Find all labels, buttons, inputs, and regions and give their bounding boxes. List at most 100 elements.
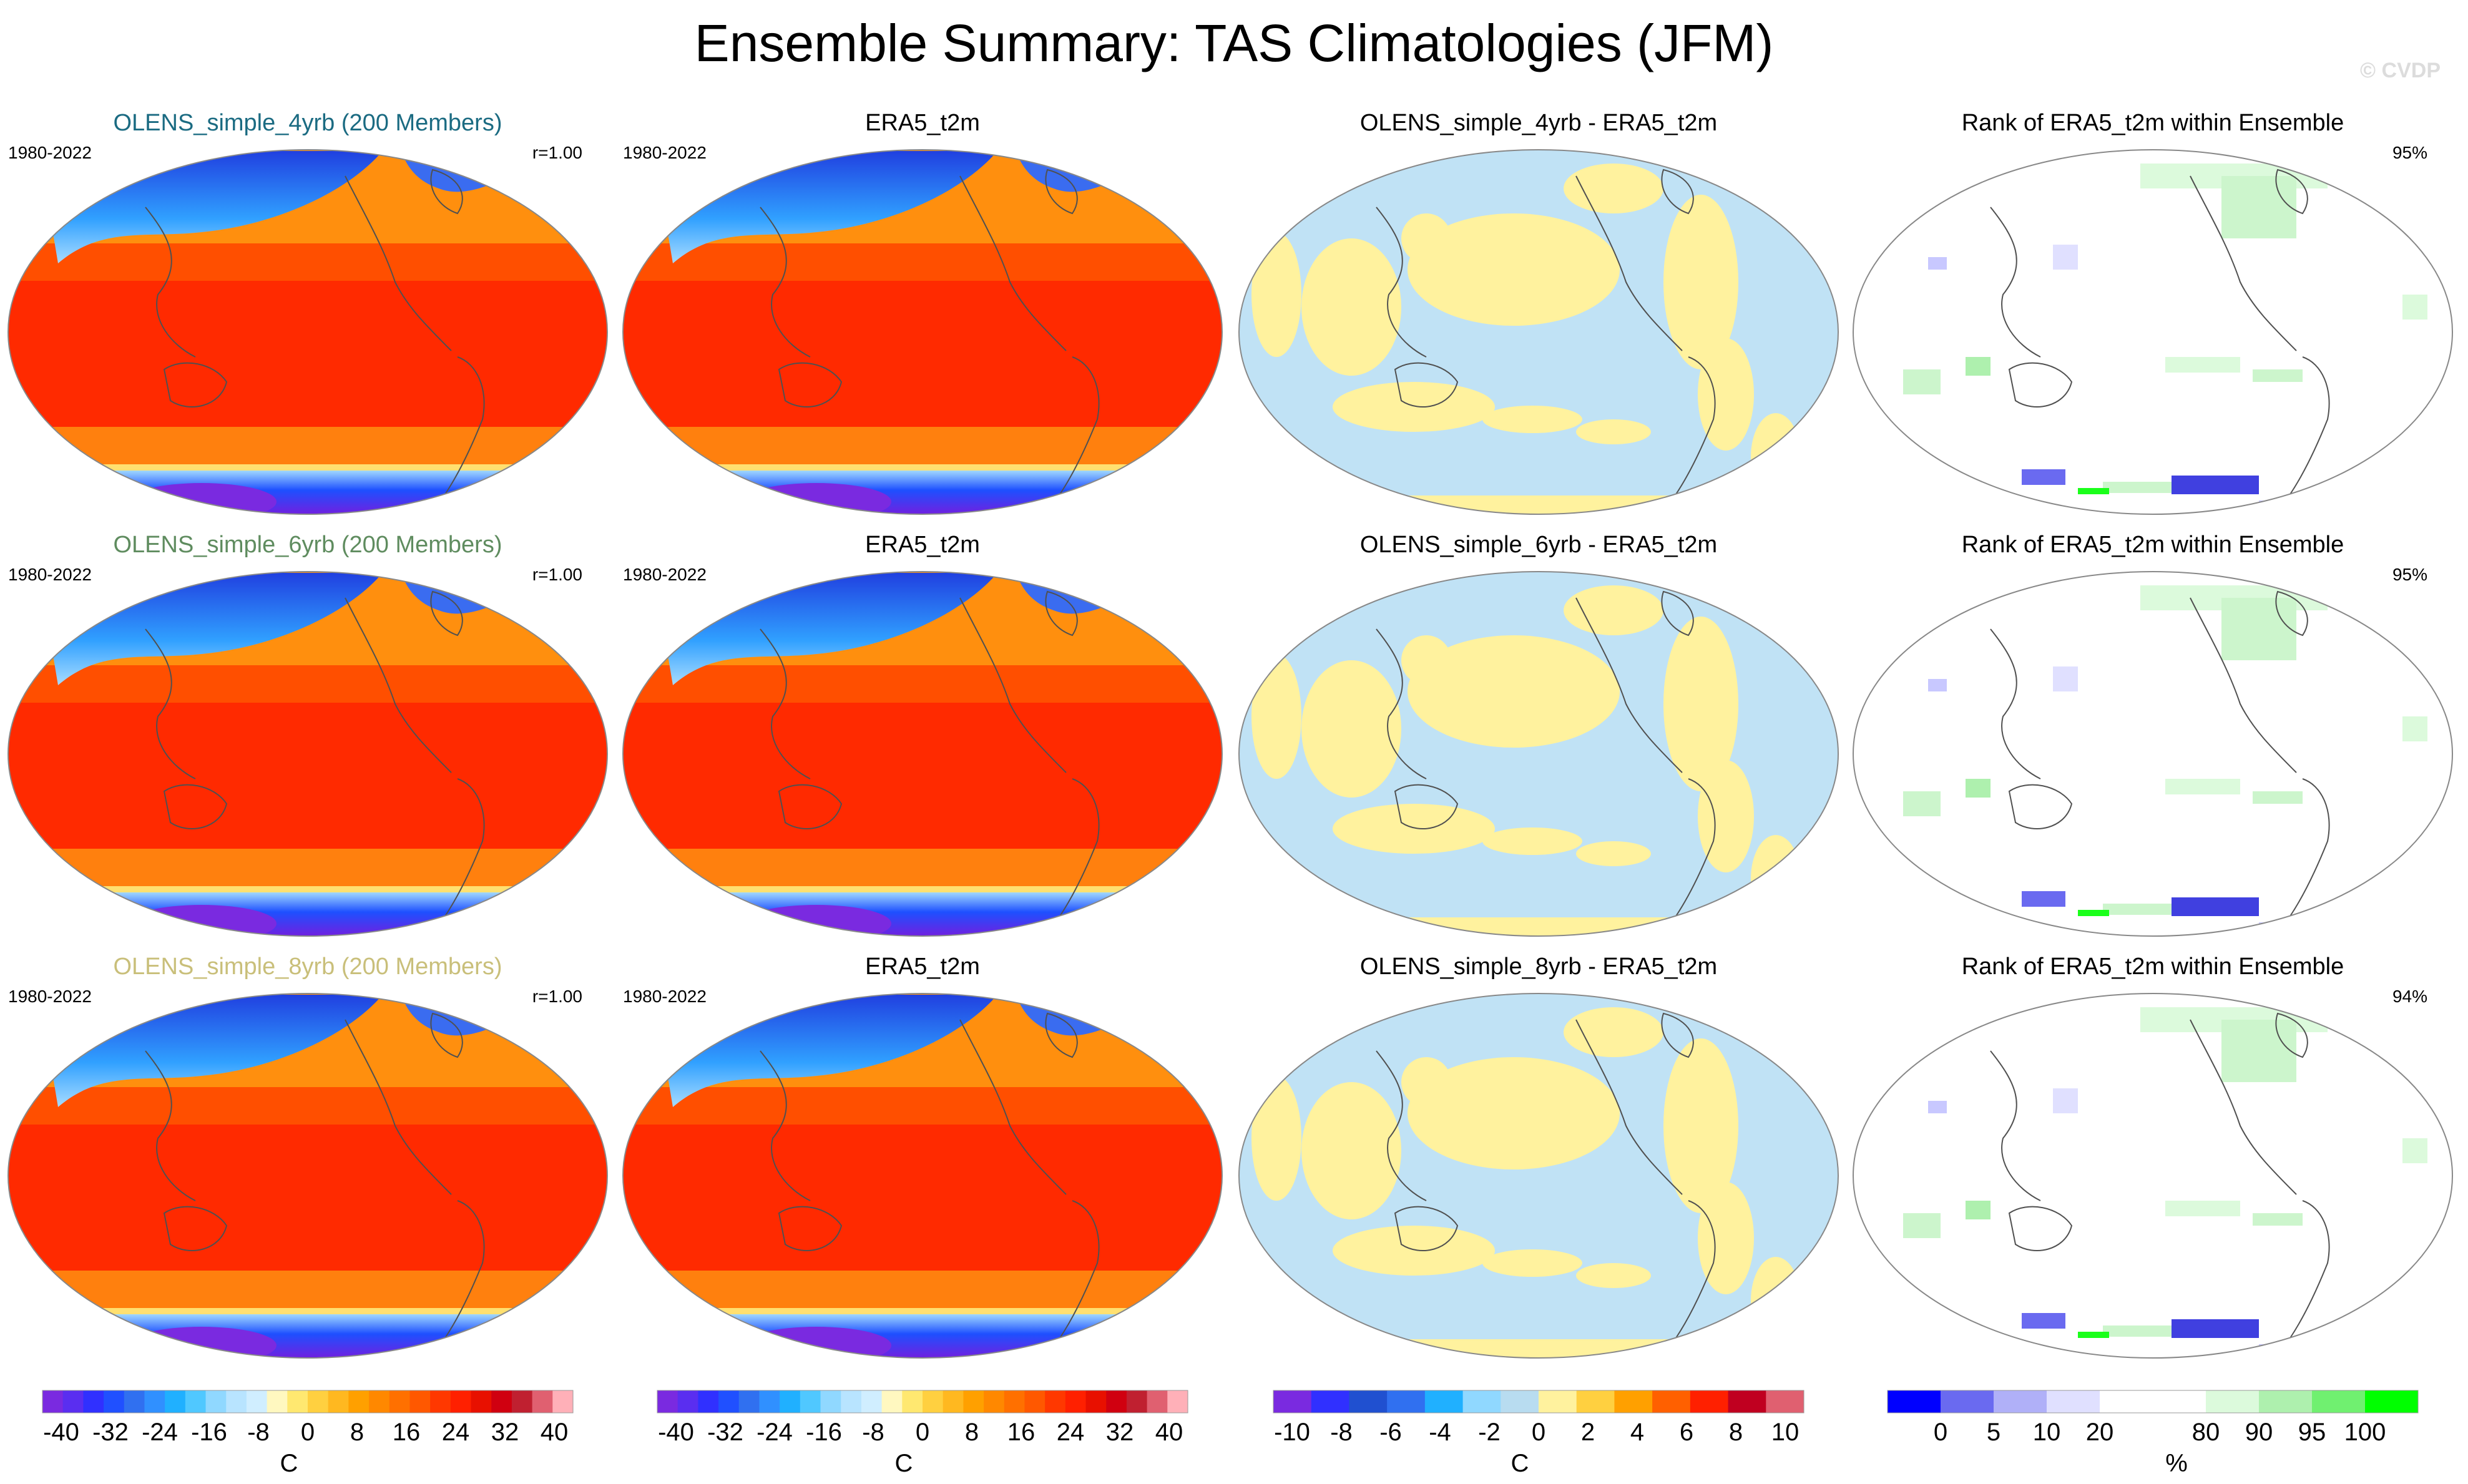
- coastline: [778, 784, 843, 829]
- positive-bias-area: [1482, 406, 1582, 433]
- colorbar-swatch: [511, 1390, 533, 1413]
- colorbar-tick-label: 24: [442, 1418, 470, 1446]
- map-border: [7, 571, 608, 937]
- colorbar-swatch: [923, 1390, 944, 1413]
- rank-patch: [2402, 716, 2427, 741]
- panel-row-3: OLENS_simple_8yrb (200 Members) 1980-2022…: [7, 954, 2453, 1359]
- colorbar-swatch: [389, 1390, 410, 1413]
- colorbar-tick-label: -4: [1429, 1418, 1451, 1446]
- positive-bias-area: [1576, 419, 1651, 444]
- map-border: [7, 993, 608, 1359]
- rank-patch: [2165, 1201, 2240, 1216]
- colorbar-swatch: [780, 1390, 801, 1413]
- colorbar-4: 0 5 10 20 80 90 95 100%: [1887, 1390, 2419, 1477]
- colorbar-tick-label: 2: [1581, 1418, 1595, 1446]
- rank-patch: [2078, 488, 2109, 494]
- coastline: [145, 1050, 196, 1201]
- map-border: [1853, 571, 2453, 937]
- coastline: [2008, 784, 2073, 829]
- colorbar-tick-label: -40: [43, 1418, 79, 1446]
- colorbar-swatch: [698, 1390, 719, 1413]
- coastline: [760, 207, 811, 358]
- colorbar-swatch: [1126, 1390, 1148, 1413]
- coastline: [430, 168, 463, 215]
- rank-patch: [2172, 476, 2259, 494]
- colorbar-swatch: [861, 1390, 883, 1413]
- colorbar-tick-label: 4: [1630, 1418, 1644, 1446]
- colorbar-swatch: [943, 1390, 964, 1413]
- positive-bias-area: [1576, 841, 1651, 866]
- coastline: [1376, 1050, 1427, 1201]
- rank-patch: [2165, 779, 2240, 794]
- positive-bias-area: [1408, 1057, 1620, 1169]
- colorbar-2: -40 -32 -24 -16 -8 0 8 16 24 32 40 C: [657, 1390, 1188, 1477]
- map-border: [622, 993, 1223, 1359]
- coastline: [760, 1050, 811, 1201]
- colorbar-tick-label: 0: [916, 1418, 929, 1446]
- rank-patch: [2053, 245, 2078, 270]
- coastline: [2275, 1012, 2308, 1058]
- rank-percent-label: 94%: [2392, 987, 2427, 1006]
- rank-patch: [2022, 1313, 2065, 1329]
- coastline: [1661, 590, 1694, 637]
- difference-panel-title: OLENS_simple_6yrb - ERA5_t2m: [1360, 532, 1717, 558]
- rank-field: [1853, 150, 2452, 514]
- colorbar-swatch: [165, 1390, 186, 1413]
- coastline: [1575, 175, 1683, 351]
- rank-patch: [2253, 1213, 2303, 1226]
- rank-percent-label: 95%: [2392, 565, 2427, 584]
- colorbar-swatch: [552, 1390, 574, 1413]
- colorbar-tick-label: 10: [1771, 1418, 1800, 1446]
- coastline: [430, 590, 463, 637]
- colorbar-swatch: [1614, 1390, 1653, 1413]
- pattern-correlation-label: r=1.00: [532, 987, 582, 1006]
- colorbar-tick-label: -24: [142, 1418, 178, 1446]
- colorbar-swatch: [1349, 1390, 1388, 1413]
- figure-title: Ensemble Summary: TAS Climatologies (JFM…: [694, 14, 1774, 72]
- colorbar-swatch: [800, 1390, 821, 1413]
- rank-patch: [1928, 257, 1947, 270]
- rank-patch: [2053, 666, 2078, 691]
- rank-patch: [2022, 469, 2065, 485]
- colorbar-swatch: [718, 1390, 740, 1413]
- colorbar-swatch: [185, 1390, 207, 1413]
- rank-patch: [2221, 176, 2296, 238]
- antarctica-cold: [8, 1314, 607, 1358]
- coastline: [345, 1019, 452, 1195]
- coastline: [2275, 168, 2308, 215]
- colorbar-swatch: [1888, 1390, 1941, 1413]
- rank-patch: [1966, 1201, 1991, 1219]
- rank-field: [1853, 993, 2452, 1358]
- colorbar-swatch: [1085, 1390, 1107, 1413]
- rank-patch: [1928, 1101, 1947, 1113]
- coastline: [959, 1019, 1067, 1195]
- coastline: [1575, 1019, 1683, 1195]
- coastline: [1575, 597, 1683, 773]
- model-period-label: 1980-2022: [8, 987, 92, 1006]
- rank-patch: [1966, 357, 1991, 376]
- obs-period-label: 1980-2022: [623, 565, 707, 584]
- positive-bias-area: [1698, 1182, 1754, 1294]
- model-panel-title: OLENS_simple_8yrb (200 Members): [113, 954, 502, 980]
- coastline: [345, 597, 452, 773]
- coastline: [1059, 356, 1100, 495]
- positive-bias-area: [1482, 1249, 1582, 1277]
- colorbar-tick-label: 16: [1007, 1418, 1036, 1446]
- rank-field: [1853, 572, 2452, 936]
- colorbar-swatch: [1462, 1390, 1501, 1413]
- rank-patch: [2402, 1138, 2427, 1163]
- colorbar-1: -40 -32 -24 -16 -8 0 8 16 24 32 40 C: [42, 1390, 574, 1477]
- rank-patch: [2253, 369, 2303, 382]
- coastline: [1661, 1012, 1694, 1058]
- coastline: [2008, 1206, 2073, 1251]
- colorbar-swatch: [1766, 1390, 1804, 1413]
- coastline: [2008, 362, 2073, 408]
- obs-period-label: 1980-2022: [623, 987, 707, 1006]
- rank-patch: [2053, 1088, 2078, 1113]
- coastline: [1045, 590, 1078, 637]
- colorbar-swatch: [1539, 1390, 1577, 1413]
- colorbar-swatch: [1994, 1390, 2047, 1413]
- colorbar-swatch: [246, 1390, 268, 1413]
- pattern-correlation-label: r=1.00: [532, 143, 582, 162]
- rank-patch: [1903, 791, 1941, 816]
